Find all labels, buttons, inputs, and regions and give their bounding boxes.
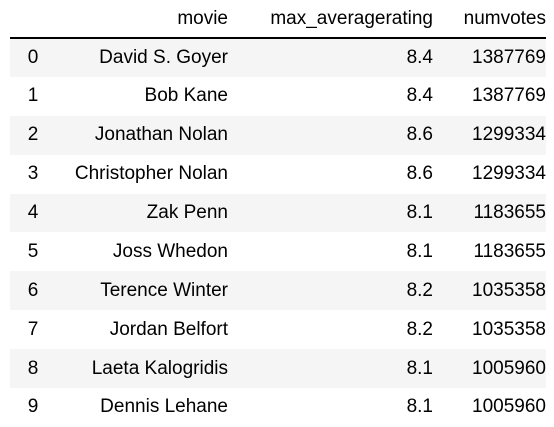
table-body: 0 David S. Goyer 8.4 1387769 1 Bob Kane … [10,38,546,427]
cell-max-averagerating: 8.2 [406,279,433,301]
row-index: 3 [27,163,39,185]
header-row: movie max_averagerating numvotes [10,0,546,38]
cell-numvotes: 1035358 [472,318,546,340]
row-index: 2 [27,124,39,146]
cell-numvotes: 1299334 [472,124,546,146]
cell-numvotes: 1005960 [472,357,546,379]
cell-numvotes: 1183655 [473,240,546,262]
cell-numvotes: 1005960 [472,396,546,418]
row-index: 9 [27,396,39,418]
cell-movie: Terence Winter [100,279,228,301]
cell-movie: Jordan Belfort [109,318,228,340]
column-header-movie: movie [177,7,228,29]
row-index: 7 [27,318,39,340]
cell-movie: Christopher Nolan [74,163,228,185]
row-index: 0 [27,46,39,68]
cell-max-averagerating: 8.4 [406,46,433,68]
cell-movie: David S. Goyer [99,46,228,68]
cell-max-averagerating: 8.2 [406,318,433,340]
column-header-max-averagerating: max_averagerating [270,7,433,29]
table-row: 0 David S. Goyer 8.4 1387769 [10,38,546,77]
cell-movie: Bob Kane [144,85,228,107]
cell-max-averagerating: 8.1 [406,357,433,379]
table-row: 7 Jordan Belfort 8.2 1035358 [10,310,546,349]
cell-numvotes: 1387769 [472,85,546,107]
cell-numvotes: 1299334 [472,163,546,185]
row-index: 4 [27,202,39,223]
cell-max-averagerating: 8.1 [406,202,433,223]
cell-movie: Laeta Kalogridis [91,357,228,379]
column-header-numvotes: numvotes [463,7,546,29]
row-index: 1 [27,85,39,107]
cell-movie: Zak Penn [146,202,228,223]
table-row: 5 Joss Whedon 8.1 1183655 [10,232,546,271]
table-row: 9 Dennis Lehane 8.1 1005960 [10,388,546,427]
row-index: 8 [27,357,39,379]
table-row: 6 Terence Winter 8.2 1035358 [10,271,546,311]
cell-movie: Dennis Lehane [100,396,228,418]
cell-max-averagerating: 8.1 [406,396,433,418]
row-index: 6 [27,279,39,301]
index-header [10,0,56,38]
cell-numvotes: 1387769 [472,46,546,68]
table-row: 3 Christopher Nolan 8.6 1299334 [10,155,546,194]
cell-movie: Joss Whedon [112,240,228,262]
table-row: 2 Jonathan Nolan 8.6 1299334 [10,115,546,155]
cell-numvotes: 1035358 [472,279,546,301]
table-row: 1 Bob Kane 8.4 1387769 [10,77,546,116]
dataframe-table: movie max_averagerating numvotes 0 David… [10,0,546,427]
cell-max-averagerating: 8.6 [406,163,433,185]
table-header: movie max_averagerating numvotes [10,0,546,38]
row-index: 5 [27,240,39,262]
table-row: 8 Laeta Kalogridis 8.1 1005960 [10,349,546,389]
cell-max-averagerating: 8.4 [406,85,433,107]
cell-max-averagerating: 8.6 [406,124,433,146]
table-row: 4 Zak Penn 8.1 1183655 [10,193,546,233]
cell-max-averagerating: 8.1 [406,240,433,262]
cell-numvotes: 1183655 [473,202,546,223]
cell-movie: Jonathan Nolan [94,124,228,146]
